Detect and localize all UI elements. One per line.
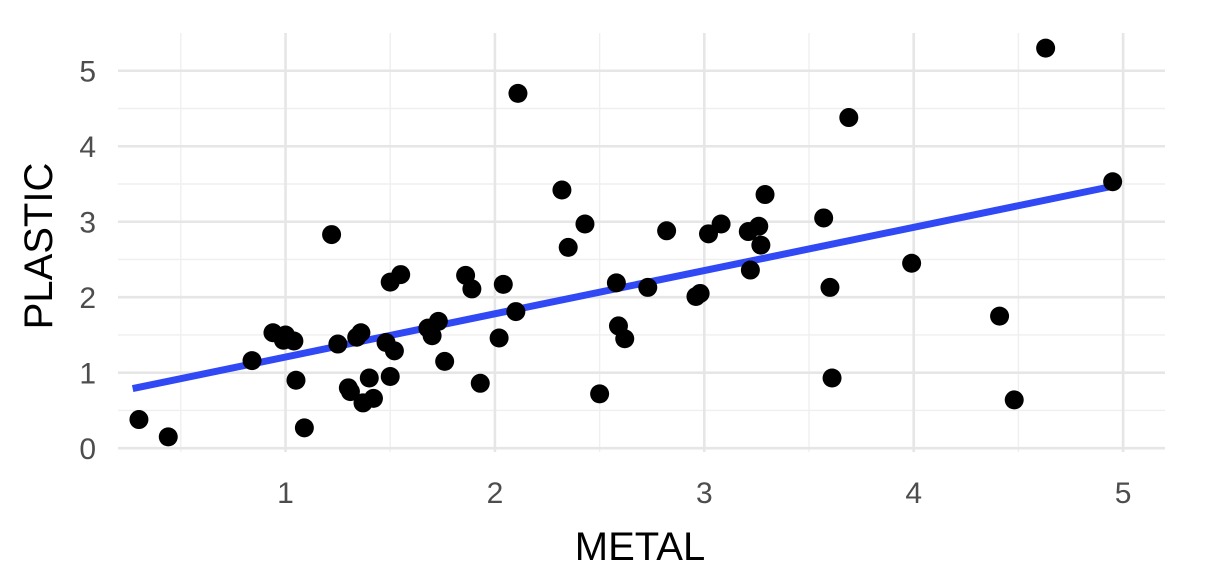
- data-point: [328, 334, 348, 354]
- data-point: [294, 418, 314, 438]
- data-point: [638, 277, 658, 297]
- data-point: [711, 214, 731, 234]
- data-point: [902, 253, 922, 273]
- data-point: [822, 368, 842, 388]
- data-point: [470, 373, 490, 393]
- data-point: [462, 279, 482, 299]
- x-tick-label: 4: [905, 477, 922, 510]
- y-tick-label: 2: [79, 282, 96, 315]
- x-tick-label: 2: [487, 477, 504, 510]
- grid: [118, 33, 1165, 452]
- data-point: [242, 351, 262, 371]
- y-tick-label: 4: [79, 131, 96, 164]
- x-tick-label: 3: [696, 477, 713, 510]
- y-axis-ticks: 0 1 2 3 4 5: [79, 56, 96, 466]
- x-axis-ticks: 1 2 3 4 5: [277, 477, 1131, 510]
- data-point: [552, 180, 572, 200]
- data-point: [322, 225, 342, 245]
- data-point: [129, 410, 149, 430]
- y-tick-label: 5: [79, 56, 96, 89]
- y-axis-title: PLASTIC: [17, 163, 61, 330]
- data-point: [422, 326, 442, 346]
- data-point: [990, 306, 1010, 326]
- data-point: [755, 185, 775, 205]
- data-point: [380, 367, 400, 387]
- data-point: [508, 83, 528, 103]
- data-point: [340, 382, 360, 402]
- data-point: [363, 388, 383, 408]
- data-point: [606, 273, 626, 293]
- data-point: [615, 329, 635, 349]
- data-point: [749, 216, 769, 236]
- y-tick-label: 0: [79, 433, 96, 466]
- data-point: [814, 208, 834, 228]
- y-tick-label: 3: [79, 207, 96, 240]
- data-point: [575, 214, 595, 234]
- data-point: [493, 274, 513, 294]
- points-layer: [129, 38, 1123, 447]
- data-point: [506, 302, 526, 322]
- data-point: [820, 277, 840, 297]
- data-point: [1103, 172, 1123, 192]
- data-point: [284, 331, 304, 351]
- data-point: [1036, 38, 1056, 58]
- data-point: [286, 370, 306, 390]
- data-point: [428, 311, 448, 331]
- data-point: [158, 427, 178, 447]
- x-axis-title: METAL: [575, 525, 705, 569]
- data-point: [657, 221, 677, 241]
- data-point: [489, 328, 509, 348]
- y-tick-label: 1: [79, 358, 96, 391]
- data-point: [359, 368, 379, 388]
- data-point: [740, 260, 760, 280]
- data-point: [839, 108, 859, 128]
- data-point: [751, 235, 771, 255]
- data-point: [351, 323, 371, 343]
- data-point: [384, 341, 404, 361]
- x-tick-label: 5: [1115, 477, 1132, 510]
- x-tick-label: 1: [277, 477, 294, 510]
- data-point: [1004, 390, 1024, 410]
- data-point: [690, 283, 710, 303]
- data-point: [558, 237, 578, 257]
- data-point: [590, 384, 610, 404]
- data-point: [391, 265, 411, 285]
- data-point: [435, 351, 455, 371]
